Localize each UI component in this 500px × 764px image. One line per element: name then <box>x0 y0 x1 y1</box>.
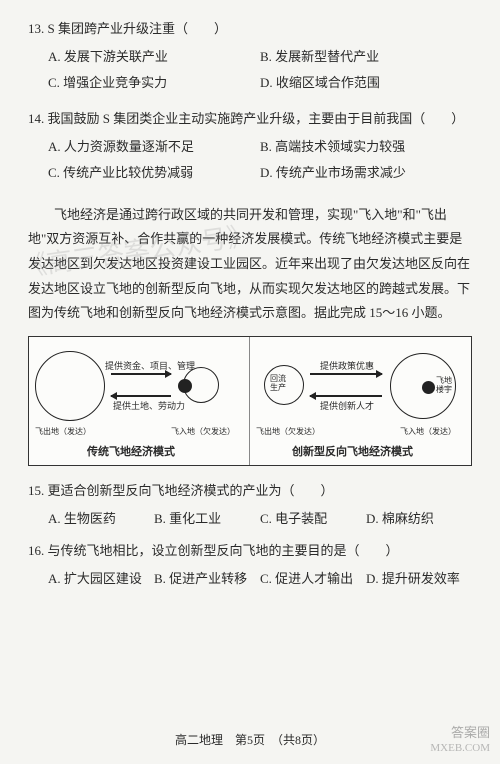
q13-opt-b: B. 发展新型替代产业 <box>260 46 472 68</box>
question-15: 15. 更适合创新型反向飞地经济模式的产业为（ ） A. 生物医药 B. 重化工… <box>28 480 472 530</box>
passage-text: 飞地经济是通过跨行政区域的共同开发和管理，实现"飞入地"和"飞出地"双方资源互补… <box>28 203 472 326</box>
q14-opt-c: C. 传统产业比较优势减弱 <box>48 162 260 184</box>
q15-opt-c: C. 电子装配 <box>260 508 366 530</box>
q15-opt-a: A. 生物医药 <box>48 508 154 530</box>
q16-options: A. 扩大园区建设 B. 促进产业转移 C. 促进人才输出 D. 提升研发效率 <box>28 568 472 590</box>
left-out-label: 飞出地（发达） <box>35 425 91 439</box>
right-top-label: 提供政策优惠 <box>320 359 374 374</box>
q13-stem: 13. S 集团跨产业升级注重（ ） <box>28 18 472 40</box>
diagram-container: 提供资金、项目、管理 提供土地、劳动力 飞出地（发达） 飞入地（欠发达） 传统飞… <box>28 336 472 466</box>
q13-opt-c: C. 增强企业竞争实力 <box>48 72 260 94</box>
right-caption: 创新型反向飞地经济模式 <box>292 443 413 462</box>
q15-options: A. 生物医药 B. 重化工业 C. 电子装配 D. 棉麻纺织 <box>28 508 472 530</box>
q16-opt-c: C. 促进人才输出 <box>260 568 366 590</box>
q14-opt-d: D. 传统产业市场需求减少 <box>260 162 472 184</box>
q16-opt-d: D. 提升研发效率 <box>366 568 472 590</box>
q15-opt-b: B. 重化工业 <box>154 508 260 530</box>
q14-options: A. 人力资源数量逐渐不足 B. 高端技术领域实力较强 C. 传统产业比较优势减… <box>28 136 472 188</box>
q16-stem: 16. 与传统飞地相比，设立创新型反向飞地的主要目的是（ ） <box>28 540 472 562</box>
corner-watermark-2: MXEB.COM <box>430 739 490 758</box>
q14-opt-a: A. 人力资源数量逐渐不足 <box>48 136 260 158</box>
right-inner-right: 飞地楼宇 <box>436 377 452 395</box>
page-footer: 高二地理 第5页 （共8页） <box>0 730 500 750</box>
panel-innovative: 回流生产 飞地楼宇 提供政策优惠 提供创新人才 飞出地（欠发达） 飞入地（发达）… <box>250 337 471 465</box>
q14-opt-b: B. 高端技术领域实力较强 <box>260 136 472 158</box>
left-arrow-bottom <box>111 395 171 397</box>
panel-traditional: 提供资金、项目、管理 提供土地、劳动力 飞出地（发达） 飞入地（欠发达） 传统飞… <box>29 337 250 465</box>
left-top-label: 提供资金、项目、管理 <box>105 359 195 374</box>
q14-stem: 14. 我国鼓励 S 集团类企业主动实施跨产业升级，主要由于目前我国（ ） <box>28 108 472 130</box>
question-14: 14. 我国鼓励 S 集团类企业主动实施跨产业升级，主要由于目前我国（ ） A.… <box>28 108 472 188</box>
right-arrow-bottom <box>310 395 382 397</box>
left-big-circle <box>35 351 105 421</box>
right-in-label: 飞入地（发达） <box>400 425 456 439</box>
right-dot <box>422 381 435 394</box>
right-bottom-label: 提供创新人才 <box>320 399 374 414</box>
q13-opt-a: A. 发展下游关联产业 <box>48 46 260 68</box>
q16-opt-b: B. 促进产业转移 <box>154 568 260 590</box>
q15-stem: 15. 更适合创新型反向飞地经济模式的产业为（ ） <box>28 480 472 502</box>
left-in-label: 飞入地（欠发达） <box>171 425 235 439</box>
right-inner-left: 回流生产 <box>270 375 286 393</box>
question-16: 16. 与传统飞地相比，设立创新型反向飞地的主要目的是（ ） A. 扩大园区建设… <box>28 540 472 590</box>
q13-opt-d: D. 收缩区域合作范围 <box>260 72 472 94</box>
right-out-label: 飞出地（欠发达） <box>256 425 320 439</box>
left-dot <box>178 379 192 393</box>
q15-opt-d: D. 棉麻纺织 <box>366 508 472 530</box>
left-bottom-label: 提供土地、劳动力 <box>113 399 185 414</box>
q13-options: A. 发展下游关联产业 B. 发展新型替代产业 C. 增强企业竞争实力 D. 收… <box>28 46 472 98</box>
left-caption: 传统飞地经济模式 <box>87 443 175 462</box>
question-13: 13. S 集团跨产业升级注重（ ） A. 发展下游关联产业 B. 发展新型替代… <box>28 18 472 98</box>
q16-opt-a: A. 扩大园区建设 <box>48 568 154 590</box>
